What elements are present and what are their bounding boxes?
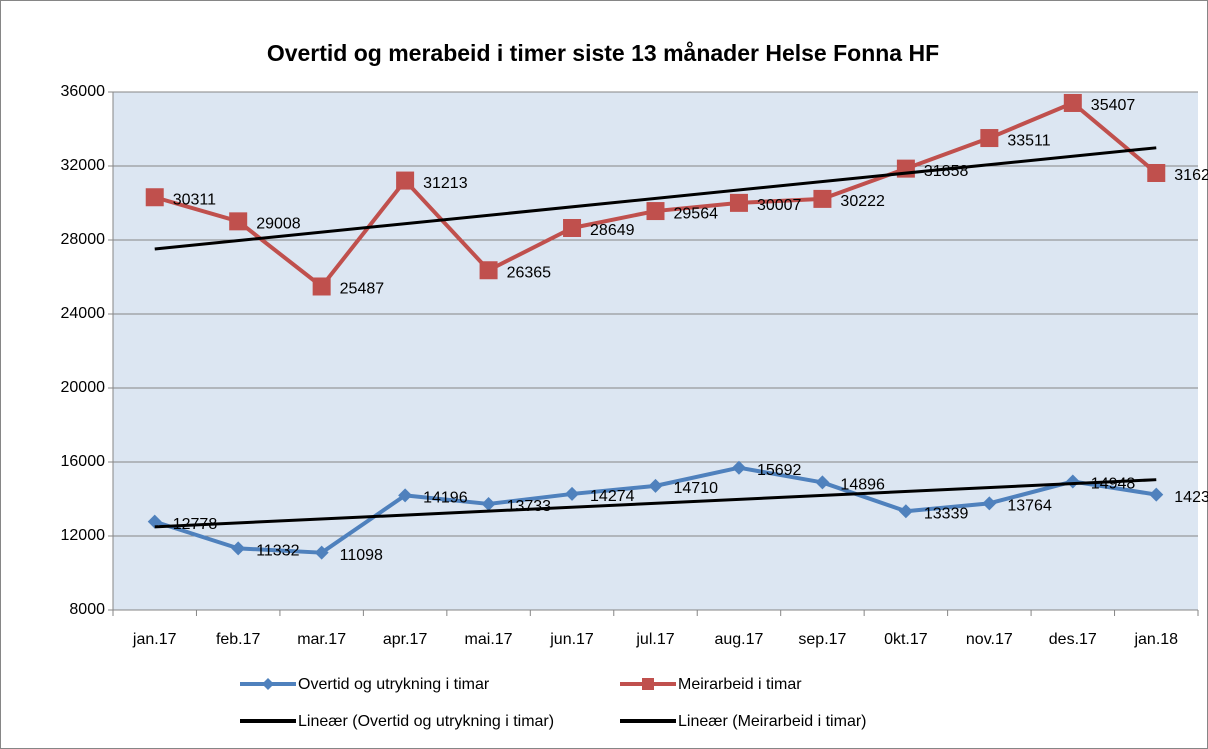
plot-area — [113, 92, 1198, 610]
marker — [980, 129, 999, 148]
legend-label: Meirarbeid i timar — [678, 676, 802, 693]
marker — [648, 478, 663, 493]
y-tick-label: 32000 — [61, 157, 106, 174]
y-tick-label: 36000 — [61, 83, 106, 100]
marker — [813, 189, 832, 208]
marker — [646, 202, 665, 221]
x-tick-label: jul.17 — [635, 631, 674, 648]
trend-line — [154, 478, 1157, 529]
x-tick-label: nov.17 — [966, 631, 1013, 648]
x-tick-label: mai.17 — [465, 631, 513, 648]
data-label: 29008 — [256, 216, 301, 233]
data-label: 25487 — [340, 281, 385, 298]
marker — [898, 504, 913, 519]
x-tick-label: apr.17 — [383, 631, 428, 648]
data-label: 11098 — [340, 547, 383, 564]
marker — [1149, 487, 1164, 502]
x-tick-label: sep.17 — [798, 631, 846, 648]
data-label: 14896 — [840, 477, 885, 494]
data-label: 29564 — [674, 205, 719, 222]
data-label: 11332 — [256, 543, 299, 560]
marker — [147, 514, 162, 529]
data-label: 14196 — [423, 490, 468, 507]
trend-line — [154, 146, 1157, 251]
marker — [481, 496, 496, 511]
marker — [396, 171, 415, 190]
y-tick-label: 28000 — [61, 231, 106, 248]
y-tick-label: 12000 — [61, 527, 106, 544]
legend-marker — [642, 678, 654, 690]
data-label: 30222 — [840, 193, 885, 210]
y-tick-label: 16000 — [61, 453, 106, 470]
marker — [1147, 163, 1166, 182]
marker — [145, 188, 164, 207]
marker — [398, 488, 413, 503]
marker — [729, 193, 748, 212]
legend-label: Lineær (Meirarbeid i timar) — [678, 713, 867, 730]
marker — [982, 496, 997, 511]
x-tick-label: jun.17 — [549, 631, 594, 648]
marker — [563, 218, 582, 237]
data-label: 31213 — [423, 175, 468, 192]
marker — [731, 460, 746, 475]
x-tick-label: des.17 — [1049, 631, 1097, 648]
data-label: 13764 — [1007, 498, 1052, 515]
marker — [231, 541, 246, 556]
y-tick-label: 8000 — [69, 601, 105, 618]
data-label: 33511 — [1007, 132, 1050, 149]
legend-label: Lineær (Overtid og utrykning i timar) — [298, 713, 554, 730]
y-tick-label: 20000 — [61, 379, 106, 396]
x-tick-label: aug.17 — [714, 631, 763, 648]
marker — [815, 475, 830, 490]
x-tick-label: 0kt.17 — [884, 631, 928, 648]
data-label: 28649 — [590, 222, 635, 239]
data-label: 14710 — [674, 480, 719, 497]
marker — [229, 212, 248, 231]
data-label: 30007 — [757, 197, 802, 214]
marker — [1063, 93, 1082, 112]
data-label: 12778 — [173, 516, 218, 533]
x-tick-label: jan.17 — [132, 631, 177, 648]
x-tick-label: mar.17 — [297, 631, 346, 648]
data-label: 30311 — [173, 191, 216, 208]
marker — [312, 277, 331, 296]
data-label: 13733 — [507, 498, 552, 515]
data-label: 31622 — [1174, 167, 1208, 184]
marker — [479, 261, 498, 280]
x-tick-label: feb.17 — [216, 631, 261, 648]
data-label: 15692 — [757, 462, 802, 479]
legend-label: Overtid og utrykning i timar — [298, 676, 490, 693]
data-label: 14274 — [590, 488, 635, 505]
data-label: 35407 — [1091, 97, 1136, 114]
chart-title: Overtid og merabeid i timer siste 13 mån… — [267, 40, 939, 66]
marker — [314, 545, 329, 560]
x-tick-label: jan.18 — [1133, 631, 1178, 648]
data-label: 31858 — [924, 163, 969, 180]
data-label: 14237 — [1174, 489, 1208, 506]
legend-marker — [262, 678, 274, 690]
marker — [565, 486, 580, 501]
data-label: 26365 — [507, 264, 552, 281]
y-tick-label: 24000 — [61, 305, 106, 322]
data-label: 14948 — [1091, 476, 1136, 493]
data-label: 13339 — [924, 505, 969, 522]
